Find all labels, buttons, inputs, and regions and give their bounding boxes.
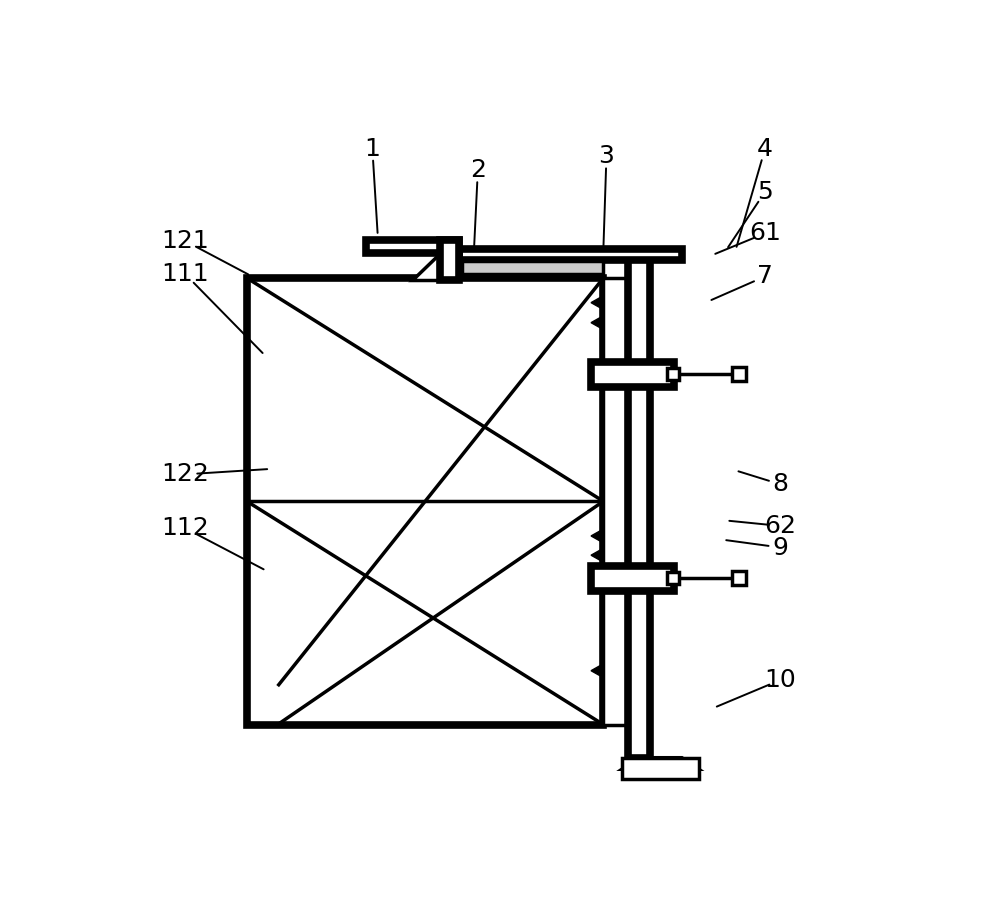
Polygon shape bbox=[622, 757, 699, 769]
Bar bbox=[591, 566, 674, 591]
Bar bbox=[591, 362, 674, 386]
Text: 112: 112 bbox=[161, 516, 209, 540]
Text: 122: 122 bbox=[161, 462, 209, 486]
Bar bbox=[732, 367, 746, 381]
Text: 62: 62 bbox=[764, 514, 796, 538]
Bar bbox=[440, 240, 459, 280]
Polygon shape bbox=[591, 316, 603, 329]
Text: 121: 121 bbox=[161, 229, 209, 253]
Text: 10: 10 bbox=[765, 668, 796, 692]
Text: 4: 4 bbox=[757, 137, 773, 161]
Text: 111: 111 bbox=[161, 262, 209, 286]
Text: 8: 8 bbox=[772, 472, 788, 496]
Bar bbox=[666, 368, 679, 380]
Bar bbox=[459, 249, 682, 261]
Polygon shape bbox=[591, 296, 603, 310]
Polygon shape bbox=[591, 548, 603, 562]
Text: 9: 9 bbox=[773, 536, 788, 559]
Bar bbox=[247, 278, 603, 725]
Bar bbox=[462, 261, 603, 274]
Polygon shape bbox=[412, 253, 440, 280]
Text: 3: 3 bbox=[599, 144, 614, 168]
Bar bbox=[666, 572, 679, 585]
Text: 61: 61 bbox=[749, 222, 781, 245]
Polygon shape bbox=[591, 529, 603, 543]
Polygon shape bbox=[591, 663, 603, 678]
Bar bbox=[603, 278, 628, 725]
Bar bbox=[366, 240, 459, 253]
Text: 7: 7 bbox=[757, 264, 773, 289]
Bar bbox=[622, 757, 699, 778]
Bar bbox=[732, 571, 746, 586]
Text: 2: 2 bbox=[470, 158, 486, 182]
Text: 5: 5 bbox=[757, 180, 773, 204]
Bar bbox=[628, 251, 650, 757]
Text: 1: 1 bbox=[364, 137, 380, 161]
